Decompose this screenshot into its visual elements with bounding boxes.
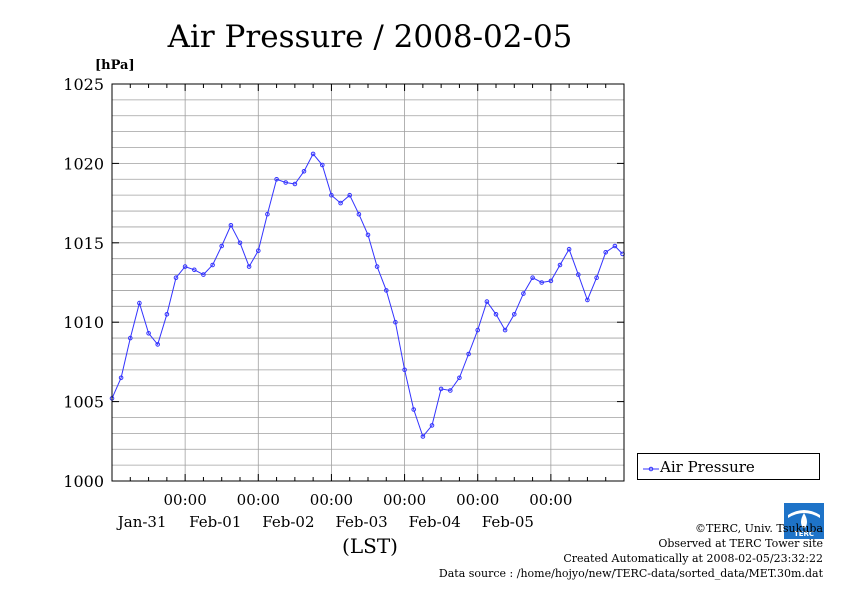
- legend: Air Pressure: [637, 453, 820, 480]
- data-point: [155, 342, 160, 347]
- y-unit-label: [hPa]: [95, 58, 135, 73]
- data-point: [576, 272, 581, 277]
- data-point: [374, 264, 380, 269]
- data-point: [164, 312, 170, 317]
- data-point: [457, 375, 462, 381]
- x-tick-time: 00:00: [237, 491, 280, 509]
- data-point: [429, 423, 435, 428]
- data-point: [137, 300, 142, 306]
- x-ticks: 00:00 Jan-31 00:00 Feb-01 00:00 Feb-02 00:00 Fe…: [116, 84, 607, 531]
- data-point: [210, 262, 215, 268]
- data-point: [493, 312, 499, 317]
- data-point: [502, 327, 508, 333]
- x-tick-time: 00:00: [164, 491, 207, 509]
- data-point: [365, 232, 371, 238]
- y-tick-label: 1000: [63, 472, 104, 491]
- data-point: [411, 407, 417, 412]
- data-point: [265, 211, 270, 217]
- data-point: [201, 272, 206, 277]
- data-point: [173, 275, 179, 281]
- series-line: [111, 153, 623, 438]
- x-tick-time: 00:00: [310, 491, 353, 509]
- y-tick-label: 1025: [63, 75, 104, 94]
- data-point: [118, 375, 124, 381]
- x-tick-date: Feb-01: [189, 513, 241, 531]
- data-point: [338, 200, 343, 206]
- data-point: [219, 243, 224, 249]
- data-point: [585, 297, 590, 303]
- x-tick-time: 00:00: [383, 491, 426, 509]
- data-point: [393, 319, 398, 325]
- data-point: [603, 250, 609, 255]
- data-point: [521, 291, 526, 296]
- data-point: [612, 243, 618, 249]
- series-air-pressure: [109, 151, 625, 439]
- data-point: [128, 335, 133, 341]
- x-tick-date: Jan-31: [116, 513, 167, 531]
- data-point: [292, 181, 298, 187]
- data-point: [274, 177, 279, 182]
- data-point: [237, 240, 243, 246]
- logo-text: TERC: [794, 530, 814, 538]
- data-point: [438, 386, 444, 392]
- copyright-text: ©TERC, Univ. Tsukuba: [694, 522, 823, 535]
- data-point: [182, 264, 188, 269]
- data-point: [530, 275, 535, 281]
- x-tick-date: Feb-04: [409, 513, 461, 531]
- x-tick-date: Feb-05: [482, 513, 534, 531]
- data-point: [475, 327, 481, 333]
- data-point: [192, 267, 197, 273]
- data-point: [283, 180, 289, 185]
- y-tick-label: 1020: [63, 154, 104, 173]
- data-point: [329, 192, 334, 198]
- legend-label: Air Pressure: [660, 458, 755, 476]
- data-point: [347, 192, 353, 198]
- data-point: [256, 248, 261, 253]
- y-tick-label: 1010: [63, 313, 104, 332]
- data-point: [466, 351, 471, 357]
- credits: ©TERC, Univ. Tsukuba Observed at TERC To…: [439, 521, 823, 581]
- data-point: [566, 246, 572, 252]
- data-point: [246, 264, 252, 269]
- data-point: [539, 280, 545, 285]
- created-text: Created Automatically at 2008-02-05/23:3…: [563, 552, 823, 565]
- y-tick-label: 1015: [63, 234, 104, 253]
- data-point: [384, 288, 389, 293]
- terc-logo: TERC: [784, 503, 824, 539]
- data-point: [548, 278, 554, 284]
- data-point: [448, 388, 453, 393]
- x-axis-label: (LST): [342, 534, 398, 558]
- data-point: [420, 434, 426, 439]
- y-ticks: 1000 1005 1010 1015 1020 1025: [63, 75, 624, 491]
- plot-frame: [111, 83, 625, 482]
- data-point: [402, 367, 407, 373]
- observed-text: Observed at TERC Tower site: [658, 537, 823, 550]
- x-tick-time: 00:00: [529, 491, 572, 509]
- data-point: [301, 169, 307, 174]
- data-point: [320, 162, 325, 168]
- x-tick-time: 00:00: [456, 491, 499, 509]
- data-point: [512, 312, 517, 317]
- x-tick-date: Feb-02: [262, 513, 314, 531]
- legend-swatch: [643, 466, 659, 472]
- data-point: [228, 223, 234, 228]
- data-point: [484, 299, 490, 304]
- data-point: [356, 211, 362, 217]
- x-tick-date: Feb-03: [335, 513, 387, 531]
- chart-title: Air Pressure / 2008-02-05: [167, 19, 573, 55]
- y-tick-label: 1005: [63, 393, 104, 412]
- grid: [112, 84, 624, 481]
- data-point: [310, 151, 316, 157]
- data-point: [594, 275, 599, 281]
- source-text: Data source : /home/hojyo/new/TERC-data/…: [438, 567, 823, 580]
- data-point: [557, 262, 563, 268]
- data-point: [146, 331, 151, 336]
